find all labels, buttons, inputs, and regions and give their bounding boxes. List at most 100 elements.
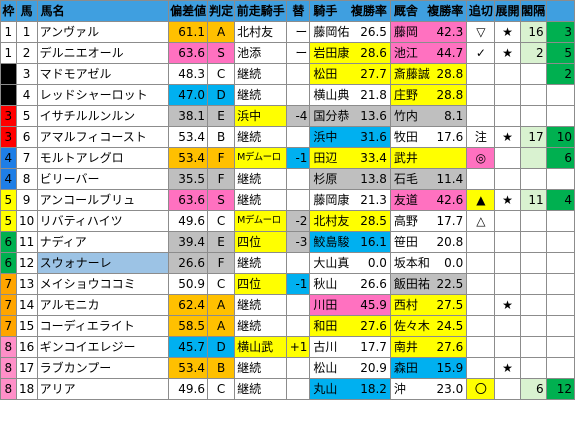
last-value — [545, 105, 576, 127]
score-value: 58.5 — [168, 315, 208, 337]
frame-number: 2 — [0, 84, 17, 106]
table-row[interactable]: 7 13 メイショウココミ 50.9 C 四位 -1 秋山 26.6 飯田祐 22.5 — [0, 273, 576, 295]
kankaku-value — [519, 273, 547, 295]
score-value: 45.7 — [168, 336, 208, 358]
jockey-cell: 和田 27.6 — [309, 315, 391, 337]
table-row[interactable]: 2 4 レッドシャーロット 47.0 D 継続 横山典 21.8 庄野 28.8 — [0, 84, 576, 106]
jockey-cell-rate: 28.5 — [360, 214, 387, 228]
grade-value: F — [206, 252, 236, 274]
frame-number: 4 — [0, 168, 17, 190]
horse-name: ラブカンプー — [36, 357, 170, 379]
stable-cell: 坂本和 0.0 — [389, 252, 468, 274]
table-row[interactable]: 3 5 イサチルルンルン 38.1 E 浜中 -4 国分恭 13.6 竹内 8.1 — [0, 105, 576, 127]
jockey-cell-rate: 0.0 — [367, 256, 387, 270]
jockey-cell-label: 田辺 — [313, 151, 338, 165]
jockey-cell: 北村友 28.5 — [309, 210, 391, 232]
horse-number: 5 — [15, 105, 38, 127]
grade-value: F — [206, 147, 236, 169]
col-header-grade[interactable]: 判定 — [206, 0, 236, 22]
kankaku-value: 17 — [519, 126, 547, 148]
stable-cell: 森田 15.9 — [389, 357, 468, 379]
table-row[interactable]: 8 18 アリア 49.6 C 継続 丸山 18.2 沖 23.0 〇 6 12 — [0, 378, 576, 400]
stable-cell-label: 牧田 — [393, 130, 418, 144]
jockey-cell: 松田 27.7 — [309, 63, 391, 85]
table-row[interactable]: 6 12 スウォナーレ 26.6 F 継続 大山真 0.0 坂本和 0.0 — [0, 252, 576, 274]
col-header-switch[interactable]: 替 — [286, 0, 311, 22]
header-row: 枠 馬 馬名 偏差値 判定 前走騎手 替 騎手 複勝率 厩舎 複勝率 追切 展開 閣… — [0, 0, 576, 22]
prev-jockey: 北村友 — [234, 21, 288, 43]
table-row[interactable]: 1 1 アンヴァル 61.1 A 北村友ー藤岡佑 26.5 藤岡 42.3 ▽ ★ 16 3 — [0, 21, 576, 43]
kankaku-value — [519, 105, 547, 127]
col-header-uma[interactable]: 馬 — [15, 0, 38, 22]
stable-cell-label: 友道 — [393, 193, 418, 207]
grade-value: C — [206, 63, 236, 85]
score-value: 63.6 — [168, 42, 208, 64]
grade-value: B — [206, 126, 236, 148]
stable-cell-label: 佐々木 — [393, 319, 430, 333]
jockey-header-label: 騎手 — [313, 4, 338, 18]
jockey-cell-rate: 27.6 — [360, 319, 387, 333]
col-header-last[interactable] — [545, 0, 576, 22]
jockey-switch: ー — [286, 42, 311, 64]
jockey-cell: 杉原 13.8 — [309, 168, 391, 190]
frame-number: 4 — [0, 147, 17, 169]
stable-cell-label: 庄野 — [393, 88, 418, 102]
table-row[interactable]: 6 11 ナディア 39.4 E 四位 -3 鮫島駿 16.1 笹田 20.8 — [0, 231, 576, 253]
table-row[interactable]: 5 9 アンコールブリュ 63.6 S 継続 藤岡康 21.3 友道 42.6 ▲ ★ 11 4 — [0, 189, 576, 211]
jockey-cell-rate: 20.9 — [360, 361, 387, 375]
oikiri-mark: △ — [466, 210, 496, 232]
tenkai-mark — [494, 252, 521, 274]
grade-value: D — [206, 336, 236, 358]
jockey-cell-label: 藤岡佑 — [313, 25, 350, 39]
col-header-prev-jockey[interactable]: 前走騎手 — [234, 0, 288, 22]
col-header-stable[interactable]: 厩舎 複勝率 — [389, 0, 468, 22]
jockey-switch — [286, 84, 311, 106]
col-header-tenkai[interactable]: 展開 — [494, 0, 521, 22]
prev-jockey: 池添 — [234, 42, 288, 64]
table-row[interactable]: 8 16 ギンコイエレジー 45.7 D 横山武 +1 古川 17.7 南井 27.6 — [0, 336, 576, 358]
col-header-oikiri[interactable]: 追切 — [466, 0, 496, 22]
tenkai-mark — [494, 336, 521, 358]
table-row[interactable]: 5 10 リバティハイツ 49.6 C Mデムーロ -2 北村友 28.5 高野 17.7 △ — [0, 210, 576, 232]
table-row[interactable]: 4 8 ビリーバー 35.5 F 継続 杉原 13.8 石毛 11.4 — [0, 168, 576, 190]
jockey-cell-rate: 21.3 — [360, 193, 387, 207]
table-row[interactable]: 7 15 コーディエライト 58.5 A 継続 和田 27.6 佐々木 24.5 — [0, 315, 576, 337]
jockey-cell-rate: 31.6 — [360, 130, 387, 144]
jockey-switch: -3 — [286, 231, 311, 253]
horse-name: アリア — [36, 378, 170, 400]
col-header-kankaku[interactable]: 閣隔 — [519, 0, 547, 22]
table-row[interactable]: 8 17 ラブカンプー 53.4 B 継続 松山 20.9 森田 15.9 ★ — [0, 357, 576, 379]
grade-value: B — [206, 357, 236, 379]
prev-jockey: 四位 — [234, 231, 288, 253]
kankaku-value — [519, 231, 547, 253]
grade-value: A — [206, 294, 236, 316]
frame-number: 7 — [0, 294, 17, 316]
kankaku-value — [519, 252, 547, 274]
col-header-waku[interactable]: 枠 — [0, 0, 17, 22]
col-header-score[interactable]: 偏差値 — [168, 0, 208, 22]
oikiri-mark — [466, 105, 496, 127]
jockey-cell-label: 松山 — [313, 361, 338, 375]
stable-cell-rate: 17.6 — [436, 130, 464, 144]
table-row[interactable]: 2 3 マドモアゼル 48.3 C 継続 松田 27.7 斎藤誠 28.8 2 — [0, 63, 576, 85]
frame-number: 6 — [0, 252, 17, 274]
table-row[interactable]: 3 6 アマルフィコースト 53.4 B 継続 浜中 31.6 牧田 17.6 注 ★ 17 10 — [0, 126, 576, 148]
jockey-cell-rate: 33.4 — [360, 151, 387, 165]
horse-name: アンコールブリュ — [36, 189, 170, 211]
prev-jockey: 継続 — [234, 378, 288, 400]
table-row[interactable]: 4 7 モルトアレグロ 53.4 F Mデムーロ -1 田辺 33.4 武井 ◎ 6 — [0, 147, 576, 169]
table-row[interactable]: 1 2 デルニエオール 63.6 S 池添ー岩田康 28.6 池江 44.7 ✓ ★ 2 5 — [0, 42, 576, 64]
jockey-switch: -4 — [286, 105, 311, 127]
tenkai-mark — [494, 231, 521, 253]
table-row[interactable]: 7 14 アルモニカ 62.4 A 継続 川田 45.9 西村 27.5 ★ — [0, 294, 576, 316]
jockey-cell-rate: 13.6 — [360, 109, 387, 123]
prev-jockey: Mデムーロ — [234, 210, 288, 232]
jockey-cell: 丸山 18.2 — [309, 378, 391, 400]
horse-number: 10 — [15, 210, 38, 232]
jockey-cell-label: 川田 — [313, 298, 338, 312]
col-header-horse-name[interactable]: 馬名 — [36, 0, 170, 22]
horse-number: 15 — [15, 315, 38, 337]
oikiri-mark — [466, 273, 496, 295]
col-header-jockey[interactable]: 騎手 複勝率 — [309, 0, 391, 22]
tenkai-mark — [494, 105, 521, 127]
